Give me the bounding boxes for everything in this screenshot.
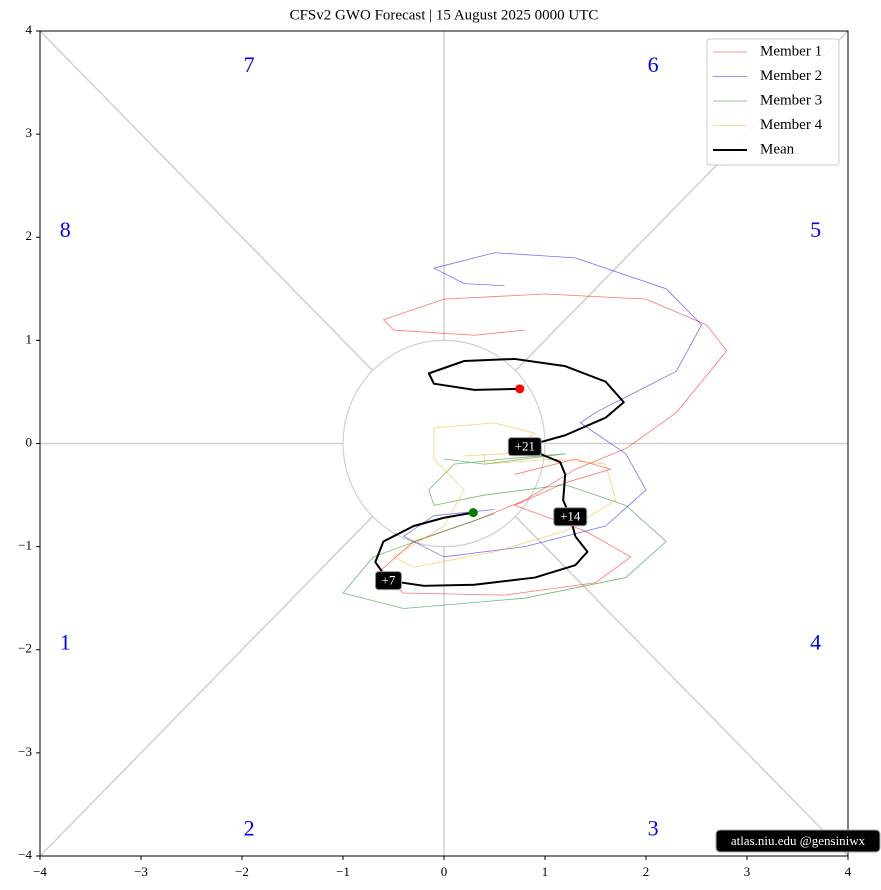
y-tick-label: −2 — [18, 641, 32, 656]
y-tick-label: −4 — [18, 847, 32, 862]
x-tick-label: 3 — [744, 864, 751, 879]
phase-label: 4 — [810, 630, 821, 655]
chart-title: CFSv2 GWO Forecast | 15 August 2025 0000… — [290, 7, 599, 23]
x-tick-label: −3 — [134, 864, 148, 879]
y-tick-label: −3 — [18, 744, 32, 759]
x-tick-label: 2 — [643, 864, 650, 879]
legend-box — [706, 38, 840, 166]
watermark-box — [715, 829, 881, 853]
legend-label: Member 4 — [760, 117, 823, 133]
x-tick-label: −4 — [33, 864, 47, 879]
unit-circle — [342, 339, 546, 548]
x-tick-label: 4 — [845, 864, 852, 879]
day-label: +14 — [560, 509, 581, 524]
day-label-box — [553, 507, 588, 527]
x-tick-label: 0 — [441, 864, 448, 879]
diagonal-guide — [39, 515, 374, 857]
phase-label: 7 — [244, 52, 255, 77]
x-tick-label: −1 — [336, 864, 350, 879]
y-tick-label: 1 — [26, 331, 33, 346]
legend-label: Member 1 — [760, 43, 822, 59]
y-tick-label: 2 — [26, 228, 33, 243]
y-tick-label: 3 — [26, 125, 33, 140]
y-tick-label: 0 — [26, 434, 33, 449]
phase-label: 8 — [60, 217, 71, 242]
y-tick-label: 4 — [26, 22, 33, 37]
mean-line — [374, 357, 625, 587]
member-line — [403, 252, 702, 558]
legend: Member 1 Member 2 Member 3 Member 4 Mean — [706, 38, 840, 166]
end-point — [515, 384, 525, 394]
watermark-text: atlas.niu.edu @gensiniwx — [731, 833, 866, 848]
day-label: +7 — [382, 573, 396, 588]
legend-label: Mean — [760, 141, 795, 157]
day-label-box — [374, 571, 402, 591]
member-line — [377, 293, 728, 596]
start-point — [468, 508, 478, 518]
legend-label: Member 2 — [760, 68, 822, 84]
legend-label: Member 3 — [760, 92, 822, 108]
phase-label: 6 — [648, 52, 659, 77]
phase-label: 3 — [648, 815, 659, 840]
day-label-box — [507, 437, 542, 457]
member-line — [342, 453, 667, 609]
diagonal-guide — [39, 30, 374, 372]
diagonal-guide — [514, 515, 849, 857]
phase-label: 1 — [60, 630, 71, 655]
x-tick-label: −2 — [235, 864, 249, 879]
y-tick-label: −1 — [18, 538, 32, 553]
day-label: +21 — [515, 439, 535, 454]
phase-label: 5 — [810, 217, 821, 242]
watermark: atlas.niu.edu @gensiniwx — [715, 829, 881, 853]
phase-label: 2 — [244, 815, 255, 840]
member-line — [393, 422, 617, 568]
x-tick-label: 1 — [542, 864, 549, 879]
